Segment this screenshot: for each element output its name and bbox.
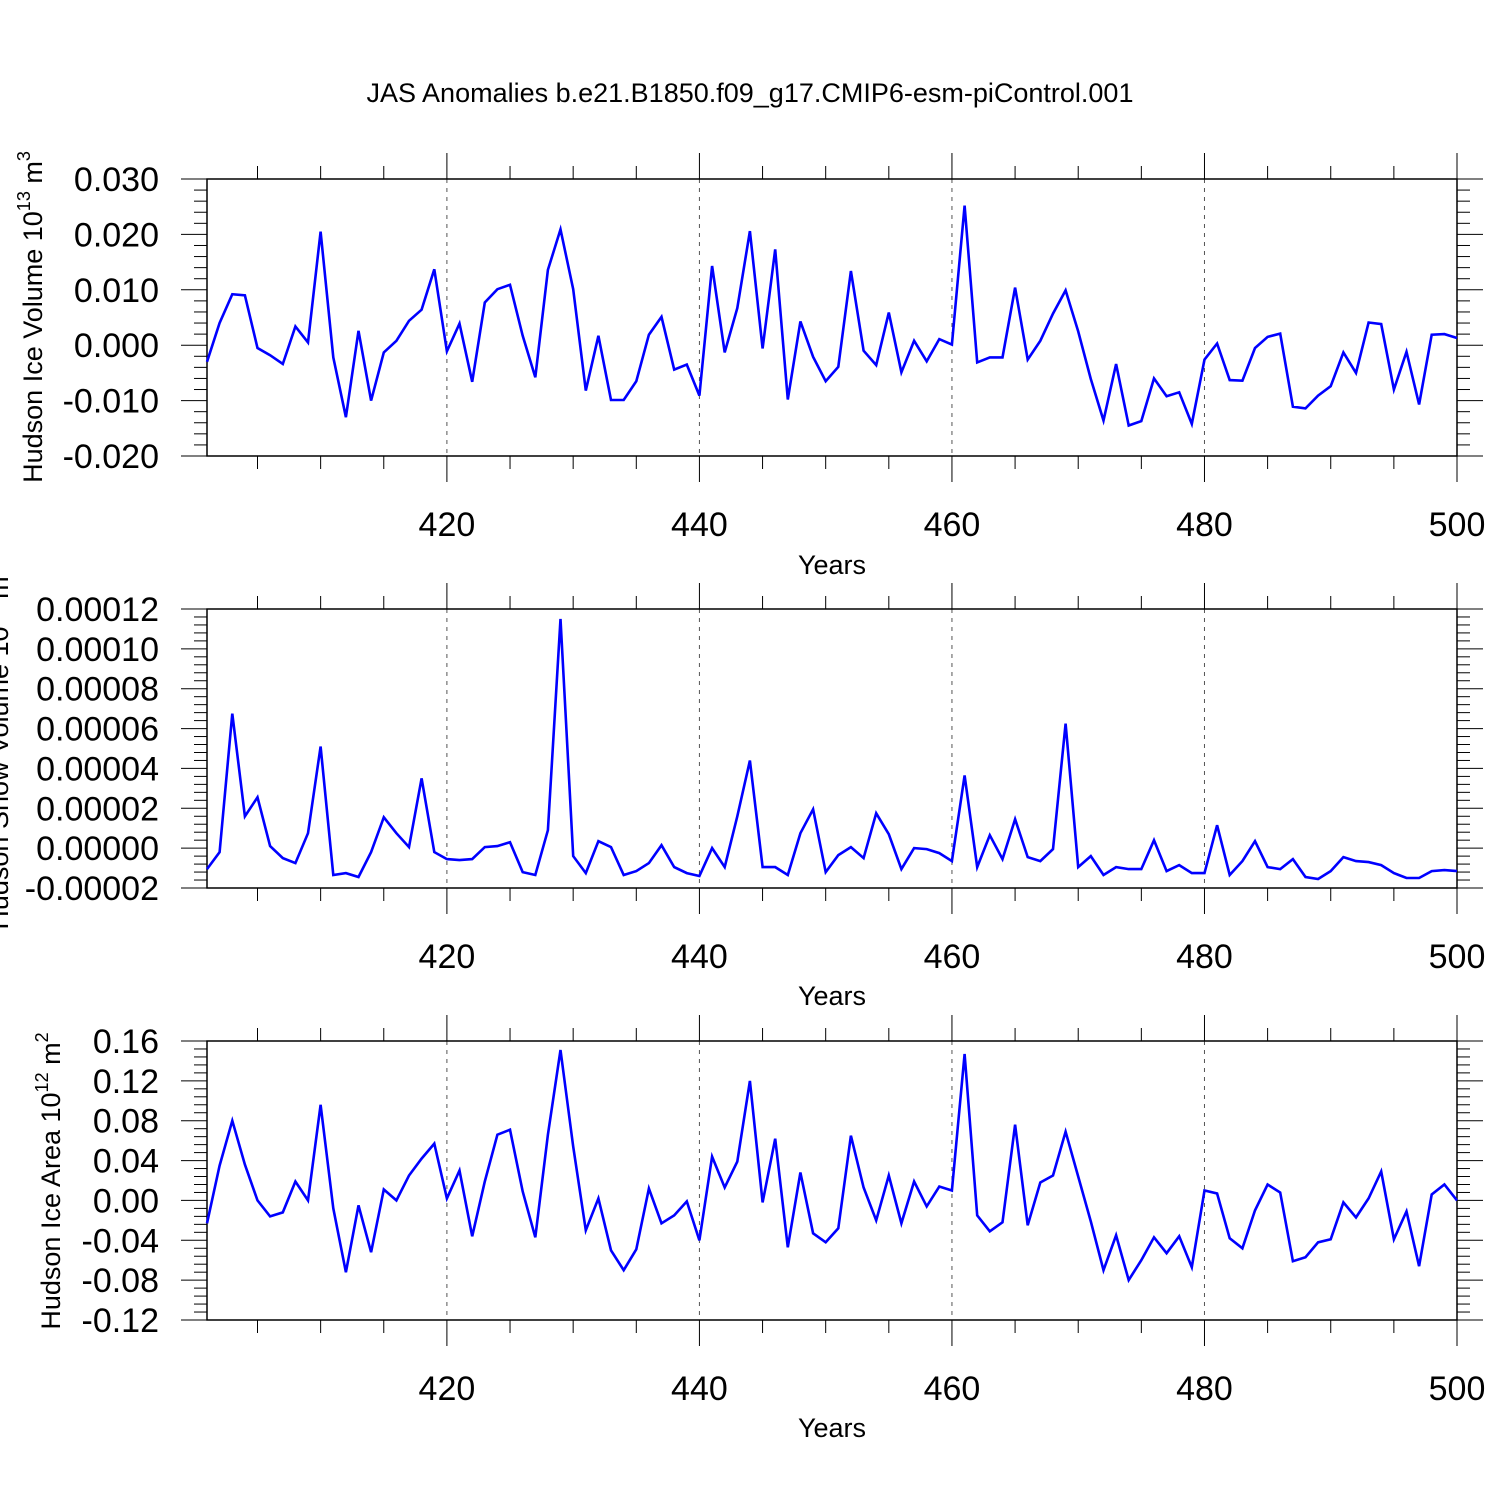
y-tick-label: -0.08 bbox=[82, 1262, 160, 1300]
y-tick-label: 0.00012 bbox=[36, 591, 159, 629]
y-tick-label: 0.00004 bbox=[36, 750, 159, 788]
series-line bbox=[205, 1049, 1459, 1284]
x-tick-label: 500 bbox=[1429, 1370, 1486, 1408]
x-tick-label: 440 bbox=[671, 938, 728, 976]
x-tick-label: 420 bbox=[419, 506, 476, 544]
x-axis-title: Years bbox=[798, 550, 866, 580]
x-tick-label: 500 bbox=[1429, 938, 1486, 976]
y-tick-label: 0.020 bbox=[74, 216, 159, 254]
chart-panel-3: -0.12-0.08-0.040.000.040.080.120.16 420 44… bbox=[32, 1015, 1485, 1443]
y-tick-label: 0.00000 bbox=[36, 830, 159, 868]
y-tick-label: -0.020 bbox=[63, 438, 159, 476]
x-tick-label: 440 bbox=[671, 1370, 728, 1408]
x-tick-label: 440 bbox=[671, 506, 728, 544]
y-axis-title: Hudson Ice Area 1012 m2 bbox=[32, 1032, 66, 1329]
x-axis-title: Years bbox=[798, 1413, 866, 1443]
x-tick-label: 480 bbox=[1176, 938, 1233, 976]
y-tick-label: 0.010 bbox=[74, 272, 159, 310]
y-tick-label: 0.00010 bbox=[36, 631, 159, 669]
plot-frame bbox=[206, 1040, 1458, 1321]
y-axis-title: Hudson Snow Volume 1013 m3 bbox=[0, 566, 14, 929]
series-line bbox=[205, 205, 1458, 429]
y-tick-label: 0.00002 bbox=[36, 790, 159, 828]
x-tick-label: 420 bbox=[419, 938, 476, 976]
plot-frame bbox=[206, 608, 1458, 889]
plot-frame bbox=[206, 178, 1458, 457]
x-tick-label: 480 bbox=[1176, 506, 1233, 544]
y-tick-label: 0.00006 bbox=[36, 711, 159, 749]
y-tick-label: 0.16 bbox=[93, 1023, 159, 1061]
y-tick-label: 0.12 bbox=[93, 1063, 159, 1101]
y-tick-label: -0.010 bbox=[63, 383, 159, 421]
x-tick-label: 460 bbox=[924, 1370, 981, 1408]
y-tick-label: -0.04 bbox=[82, 1222, 160, 1260]
y-axis-title: Hudson Ice Volume 1013 m3 bbox=[14, 151, 48, 483]
chart-title: JAS Anomalies b.e21.B1850.f09_g17.CMIP6-… bbox=[366, 78, 1134, 108]
x-tick-label: 460 bbox=[924, 938, 981, 976]
y-tick-label: 0.08 bbox=[93, 1103, 159, 1141]
y-tick-label: 0.00 bbox=[93, 1182, 159, 1220]
x-tick-label: 500 bbox=[1429, 506, 1486, 544]
x-tick-label: 420 bbox=[419, 1370, 476, 1408]
series-line bbox=[205, 618, 1458, 881]
chart-panel-1: -0.020 -0.010 0.000 0.010 0.020 0.030 420 440 46… bbox=[14, 151, 1485, 580]
x-axis-title: Years bbox=[798, 981, 866, 1011]
x-tick-label: 460 bbox=[924, 506, 981, 544]
y-tick-label: -0.00002 bbox=[25, 870, 159, 908]
y-tick-label: 0.000 bbox=[74, 327, 159, 365]
x-tick-label: 480 bbox=[1176, 1370, 1233, 1408]
y-tick-label: 0.04 bbox=[93, 1143, 159, 1181]
y-tick-label: 0.00008 bbox=[36, 671, 159, 709]
y-tick-label: -0.12 bbox=[82, 1302, 160, 1340]
chart-panel-2: -0.000020.000000.000020.000040.000060.00… bbox=[0, 566, 1486, 1011]
y-tick-label: 0.030 bbox=[74, 161, 159, 199]
